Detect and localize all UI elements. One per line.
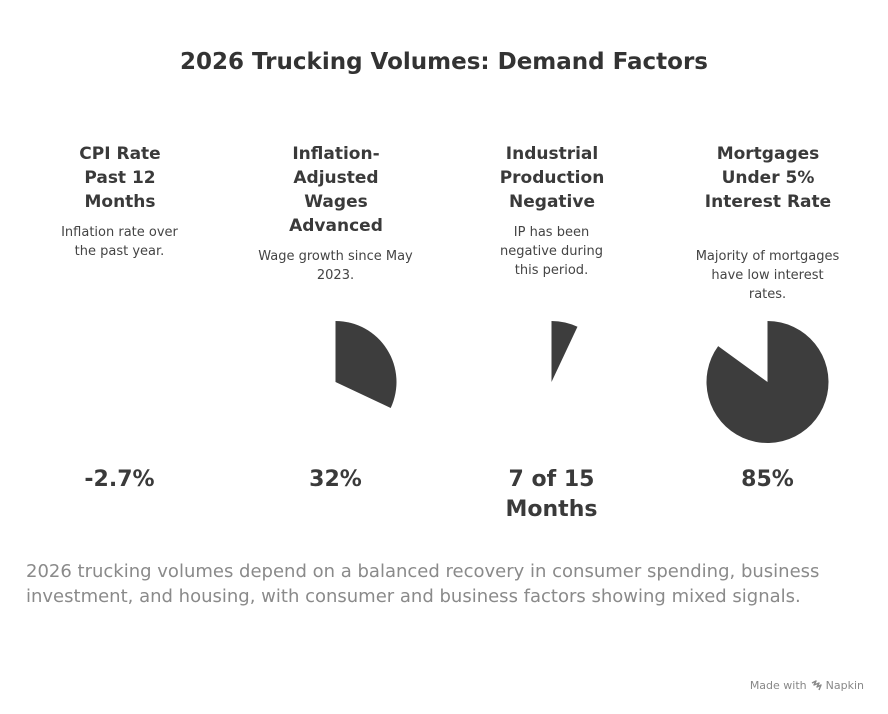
- pie-chart: [457, 307, 646, 457]
- pie-outer-ring: [47, 309, 192, 455]
- card-value: 7 of 15 Months: [505, 467, 598, 522]
- napkin-brand: Napkin: [825, 679, 864, 692]
- card-value: 85%: [741, 467, 794, 492]
- pie-slice: [551, 321, 578, 382]
- card-heading: Mortgages Under 5% Interest Rate: [704, 144, 832, 212]
- pie-svg: [47, 309, 192, 455]
- summary-text: 2026 trucking volumes depend on a balanc…: [26, 561, 820, 607]
- pie-svg: [263, 309, 408, 455]
- card-description: Wage growth since May 2023.: [258, 249, 413, 283]
- card-mortgages: Mortgages Under 5% Interest Rate Majorit…: [673, 127, 862, 532]
- made-with-napkin-footer[interactable]: Made with Napkin: [750, 679, 864, 692]
- pie-outer-ring: [479, 309, 624, 455]
- card-description: IP has been negative during this period.: [500, 225, 603, 278]
- pie-svg: [706, 321, 829, 443]
- made-with-label: Made with: [749, 679, 807, 692]
- pie-chart: [673, 307, 862, 457]
- card-industrial-production: Industrial Production Negative IP has be…: [457, 127, 646, 532]
- pie-svg: [479, 309, 624, 455]
- pie-slice: [335, 321, 397, 408]
- card-value: -2.7%: [84, 467, 155, 492]
- card-description: Majority of mortgages have low interest …: [695, 249, 840, 302]
- pie-background: [58, 321, 181, 443]
- card-heading: CPI Rate Past 12 Months: [79, 144, 161, 212]
- card-heading: Inflation-Adjusted Wages Advanced: [289, 144, 383, 236]
- pie-chart: [25, 307, 214, 457]
- card-cpi-rate: CPI Rate Past 12 Months Inflation rate o…: [25, 127, 214, 532]
- card-inflation-adjusted-wages: Inflation-Adjusted Wages Advanced Wage g…: [241, 127, 430, 532]
- card-heading: Industrial Production Negative: [499, 144, 605, 212]
- card-description: Inflation rate over the past year.: [61, 225, 178, 259]
- pie-outer-ring: [263, 309, 408, 455]
- page-title: 2026 Trucking Volumes: Demand Factors: [180, 49, 708, 75]
- card-value: 32%: [309, 467, 362, 492]
- napkin-logo-icon: [811, 680, 822, 691]
- pie-slice: [706, 321, 829, 443]
- pie-chart: [241, 307, 430, 457]
